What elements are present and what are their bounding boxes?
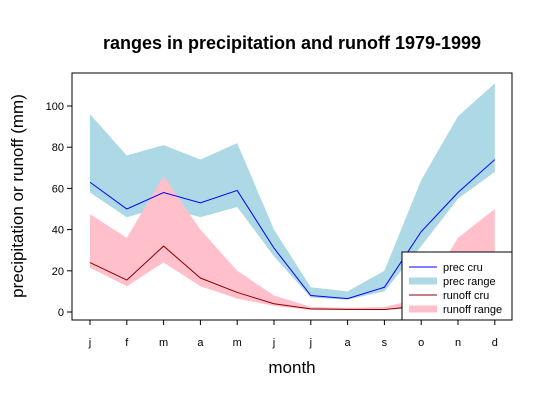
x-tick-label: n (455, 337, 461, 349)
y-tick-label: 60 (52, 183, 64, 195)
x-tick-label: m (233, 337, 242, 349)
chart-title: ranges in precipitation and runoff 1979-… (103, 33, 481, 53)
band-runoff-range (90, 176, 495, 310)
x-tick-label: a (197, 337, 204, 349)
x-tick-label: o (418, 337, 424, 349)
y-tick-label: 100 (46, 101, 64, 113)
legend-label: prec range (443, 276, 496, 288)
line-prec-cru (89, 159, 496, 300)
y-tick-label: 0 (58, 307, 64, 319)
y-tick-label: 20 (52, 266, 64, 278)
legend-label: prec cru (443, 262, 483, 274)
x-tick-label: a (345, 337, 352, 349)
y-tick-label: 40 (52, 225, 64, 237)
x-axis-label: month (268, 358, 315, 377)
legend-label: runoff cru (443, 290, 489, 302)
x-tick-label: j (272, 337, 275, 349)
x-tick-label: f (125, 337, 129, 349)
legend-label: runoff range (443, 304, 502, 316)
x-tick-label: j (88, 337, 91, 349)
y-tick-label: 80 (52, 142, 64, 154)
x-tick-label: m (159, 337, 168, 349)
plot-frame (71, 72, 513, 321)
x-tick-label: j (309, 337, 312, 349)
legend: prec cru prec range runoff cru runoff range (401, 251, 513, 321)
axes: 0 20 40 60 80 100 j f m a m j j a s o n d (46, 72, 513, 349)
y-axis-label: precipitation or runoff (mm) (8, 94, 27, 298)
x-tick-label: d (492, 337, 498, 349)
x-tick-label: s (382, 337, 388, 349)
